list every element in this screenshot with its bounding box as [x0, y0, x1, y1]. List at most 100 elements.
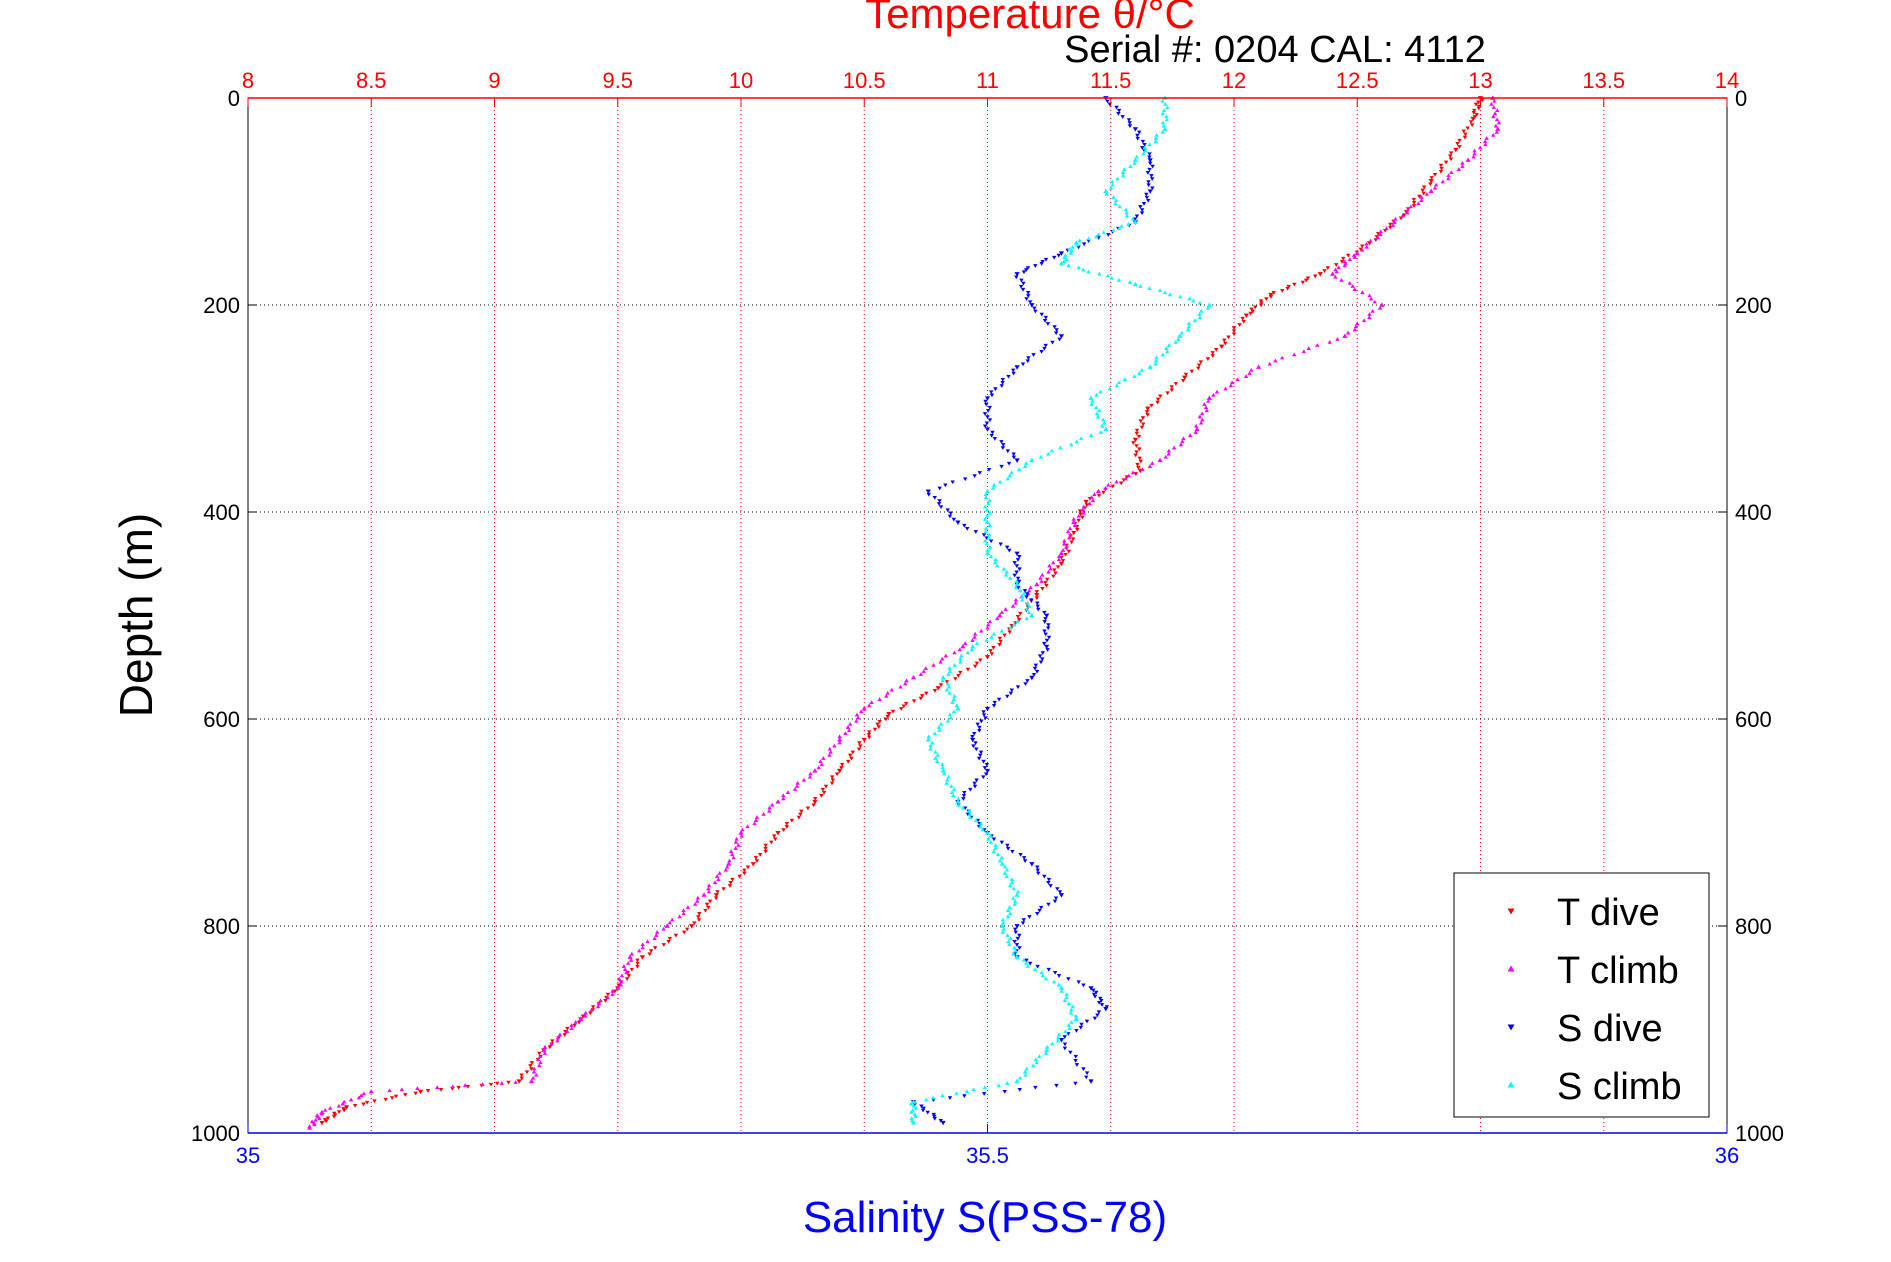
- data-point: [742, 871, 747, 876]
- data-point: [1086, 269, 1091, 274]
- data-point: [1446, 176, 1451, 181]
- data-point: [734, 836, 739, 841]
- data-point: [1005, 846, 1011, 851]
- data-point: [1068, 1050, 1073, 1055]
- data-point: [1036, 607, 1041, 612]
- data-point: [985, 409, 991, 413]
- data-point: [1153, 136, 1159, 140]
- data-point: [785, 790, 791, 795]
- data-point: [1066, 1001, 1072, 1006]
- data-point: [1206, 399, 1211, 403]
- data-point: [1095, 1013, 1100, 1018]
- data-point: [1155, 400, 1160, 405]
- data-point: [965, 527, 970, 531]
- data-point: [1027, 915, 1032, 919]
- data-point: [1120, 170, 1126, 175]
- data-point: [1149, 403, 1154, 408]
- data-point: [872, 727, 878, 732]
- data-point: [937, 728, 942, 732]
- data-point: [555, 1038, 560, 1043]
- data-point: [728, 880, 733, 885]
- data-point: [1068, 1010, 1074, 1015]
- data-point: [877, 720, 882, 724]
- data-point: [1044, 583, 1049, 588]
- data-point: [1009, 880, 1015, 885]
- data-point: [925, 489, 931, 494]
- data-point: [1056, 557, 1062, 562]
- data-point: [1040, 572, 1045, 577]
- data-point: [1066, 977, 1071, 981]
- data-point: [911, 699, 917, 704]
- data-point: [877, 697, 882, 701]
- data-point: [1267, 361, 1272, 366]
- legend-marker: [1507, 1081, 1515, 1088]
- data-point: [1150, 164, 1155, 169]
- data-point: [1039, 905, 1044, 910]
- data-point: [1092, 994, 1098, 999]
- data-point: [1333, 274, 1338, 279]
- data-point: [1034, 1060, 1039, 1065]
- data-point: [1002, 1090, 1007, 1094]
- data-point: [1062, 255, 1067, 259]
- data-point: [588, 1011, 593, 1016]
- data-point: [1056, 1032, 1062, 1037]
- data-point: [706, 889, 712, 894]
- data-point: [1000, 917, 1006, 922]
- data-point: [1042, 346, 1047, 351]
- data-point: [1010, 849, 1015, 854]
- data-point: [1024, 616, 1029, 621]
- data-point: [972, 631, 978, 636]
- data-point: [681, 908, 686, 913]
- data-point: [1334, 269, 1340, 274]
- data-point: [1098, 996, 1103, 1001]
- data-point: [565, 1029, 570, 1034]
- data-point: [1130, 470, 1136, 475]
- data-point: [890, 709, 896, 714]
- data-point: [1231, 326, 1237, 330]
- data-point: [1189, 369, 1195, 374]
- data-point: [1023, 268, 1029, 273]
- data-point: [549, 1041, 554, 1046]
- data-point: [1021, 270, 1027, 275]
- data-point: [1113, 201, 1118, 206]
- data-point: [1016, 586, 1021, 590]
- data-point: [908, 1101, 914, 1106]
- data-point: [1165, 349, 1170, 354]
- data-point: [1084, 1071, 1090, 1076]
- data-point: [1084, 503, 1090, 507]
- data-point: [1091, 988, 1096, 993]
- data-point: [938, 659, 943, 664]
- data-point: [652, 936, 657, 940]
- data-point: [1128, 164, 1133, 168]
- data-point: [1176, 336, 1181, 341]
- data-point: [987, 405, 993, 410]
- data-point: [981, 713, 987, 718]
- data-point: [954, 1091, 959, 1096]
- data-point: [1108, 185, 1114, 190]
- data-point: [984, 513, 990, 518]
- data-point: [769, 802, 775, 807]
- data-point: [962, 790, 967, 795]
- data-point: [727, 858, 732, 863]
- data-point: [596, 1001, 602, 1006]
- data-point: [1081, 504, 1087, 509]
- data-point: [742, 868, 747, 873]
- x-top-tick-label: 9: [488, 68, 500, 93]
- data-point: [885, 690, 890, 695]
- data-point: [1081, 242, 1087, 247]
- data-point: [1280, 288, 1285, 293]
- data-point: [1192, 318, 1198, 323]
- data-point: [726, 861, 732, 866]
- data-point: [938, 721, 944, 726]
- data-point: [1147, 161, 1153, 166]
- data-point: [1433, 182, 1439, 187]
- data-point: [1120, 115, 1125, 119]
- data-point: [869, 700, 874, 704]
- data-point: [1068, 532, 1073, 537]
- data-point: [627, 954, 633, 959]
- data-point: [1187, 296, 1192, 301]
- data-point: [1034, 596, 1040, 601]
- data-point: [1018, 853, 1023, 857]
- data-point: [950, 480, 955, 485]
- data-point: [1046, 880, 1051, 885]
